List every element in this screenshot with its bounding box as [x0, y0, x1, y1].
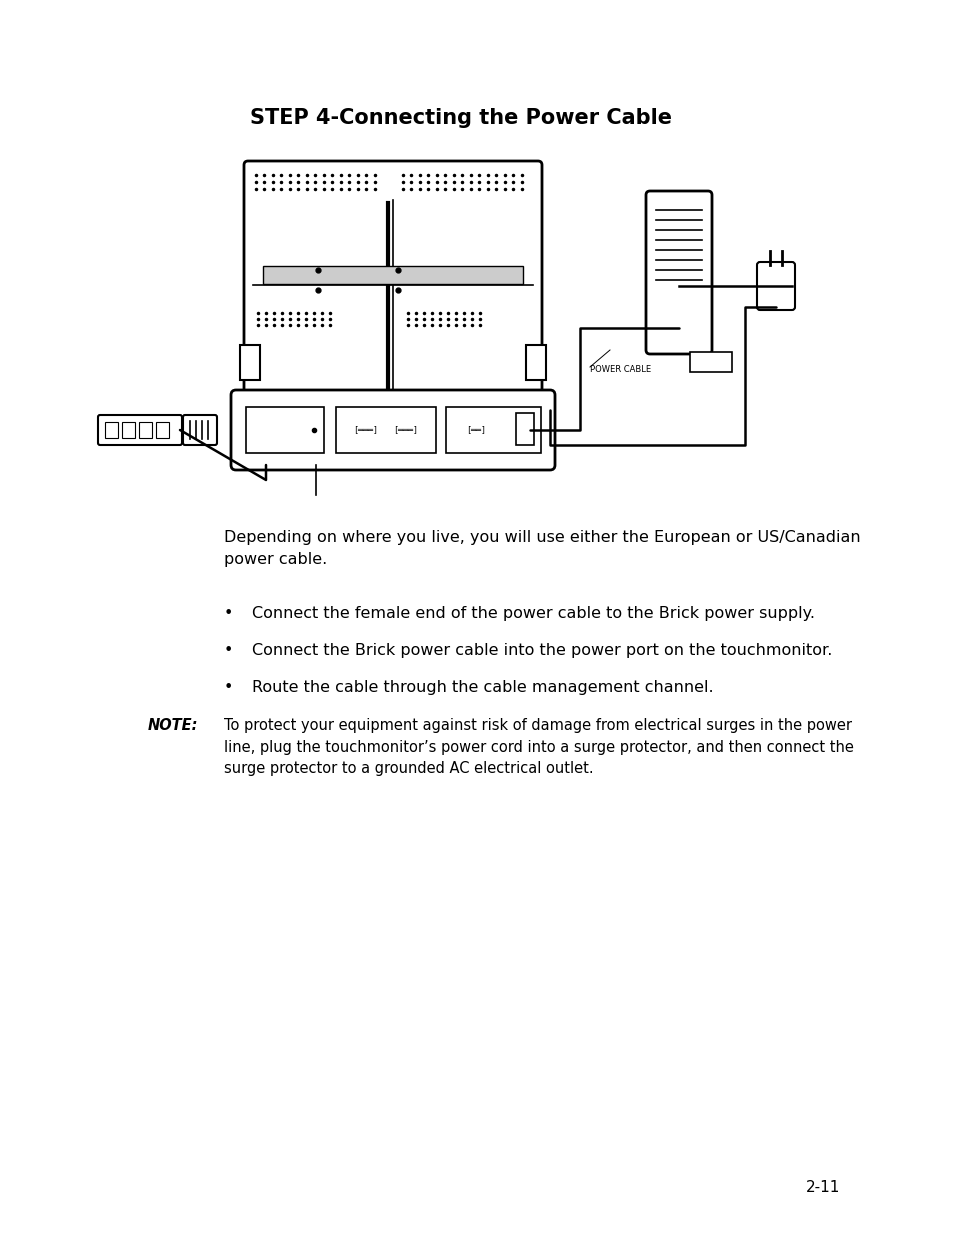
Bar [689, 352, 731, 372]
FancyBboxPatch shape [231, 390, 555, 471]
Text: [═══]: [═══] [393, 426, 418, 435]
FancyBboxPatch shape [645, 191, 711, 354]
Text: Connect the female end of the power cable to the Brick power supply.: Connect the female end of the power cabl… [252, 606, 814, 621]
Bar [240, 345, 260, 380]
Text: STEP 4-Connecting the Power Cable: STEP 4-Connecting the Power Cable [250, 107, 671, 128]
Bar [156, 422, 169, 438]
Circle shape [673, 324, 683, 333]
Text: NOTE:: NOTE: [148, 718, 198, 734]
Text: •: • [224, 643, 233, 658]
Text: [═══]: [═══] [354, 426, 378, 435]
FancyBboxPatch shape [98, 415, 182, 445]
Bar [139, 422, 152, 438]
Text: •: • [224, 606, 233, 621]
Text: POWER CABLE: POWER CABLE [589, 366, 651, 374]
FancyBboxPatch shape [757, 262, 794, 310]
Bar [122, 422, 135, 438]
Bar [263, 267, 522, 284]
FancyBboxPatch shape [183, 415, 216, 445]
Text: [══]: [══] [465, 426, 485, 435]
Text: •: • [224, 680, 233, 695]
Bar [335, 408, 436, 453]
Text: Route the cable through the cable management channel.: Route the cable through the cable manage… [252, 680, 713, 695]
Bar [246, 408, 324, 453]
Text: Depending on where you live, you will use either the European or US/Canadian
pow: Depending on where you live, you will us… [224, 530, 860, 567]
FancyBboxPatch shape [244, 161, 541, 399]
Text: To protect your equipment against risk of damage from electrical surges in the p: To protect your equipment against risk o… [224, 718, 853, 777]
Bar [446, 408, 540, 453]
Bar [516, 412, 534, 445]
Text: Connect the Brick power cable into the power port on the touchmonitor.: Connect the Brick power cable into the p… [252, 643, 832, 658]
Bar [105, 422, 118, 438]
Text: 2-11: 2-11 [804, 1179, 840, 1195]
Bar [525, 345, 545, 380]
